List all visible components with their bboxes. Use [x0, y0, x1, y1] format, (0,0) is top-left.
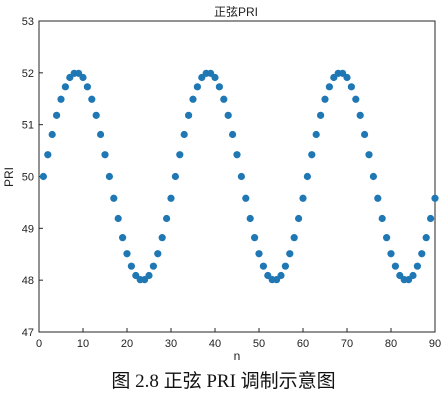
- data-point: [114, 214, 122, 223]
- data-point: [427, 214, 435, 223]
- data-point: [233, 151, 241, 159]
- y-axis-ticks: 47 48 49 50 51 52 53: [22, 16, 43, 339]
- data-point: [369, 172, 377, 181]
- data-point: [325, 83, 333, 91]
- data-point: [303, 172, 311, 181]
- data-point: [180, 130, 188, 139]
- data-point: [185, 111, 193, 119]
- data-point: [391, 262, 399, 270]
- data-point: [88, 95, 96, 103]
- data-point: [127, 262, 135, 270]
- data-point: [321, 95, 329, 103]
- data-point: [220, 95, 228, 103]
- data-point: [259, 262, 267, 270]
- x-tick-label: 50: [253, 338, 265, 350]
- y-tick-label: 53: [22, 16, 34, 28]
- data-point: [308, 151, 316, 159]
- data-point: [255, 250, 263, 258]
- data-point: [176, 151, 184, 159]
- x-tick-label: 20: [121, 338, 133, 350]
- data-point: [431, 194, 439, 202]
- x-tick-label: 0: [36, 338, 42, 350]
- data-point: [229, 130, 237, 139]
- x-tick-label: 70: [341, 338, 353, 350]
- y-tick-label: 49: [22, 223, 34, 235]
- data-point: [352, 95, 360, 103]
- data-point: [154, 250, 162, 258]
- x-tick-label: 40: [209, 338, 221, 350]
- y-tick-label: 51: [22, 120, 34, 132]
- data-point: [39, 172, 48, 181]
- data-point: [383, 234, 391, 242]
- x-tick-label: 90: [429, 338, 441, 350]
- data-point: [237, 172, 245, 181]
- data-point: [83, 83, 91, 91]
- data-point: [356, 111, 364, 119]
- data-point: [409, 271, 417, 280]
- data-point: [312, 130, 320, 139]
- data-point: [44, 151, 52, 159]
- data-point: [277, 271, 285, 280]
- data-point: [61, 83, 69, 91]
- data-point: [387, 250, 395, 258]
- y-tick-label: 52: [22, 68, 34, 80]
- data-point: [295, 214, 303, 223]
- data-point: [251, 234, 259, 242]
- data-point: [171, 172, 179, 181]
- data-point: [105, 172, 113, 181]
- data-point: [163, 214, 171, 223]
- data-point: [347, 83, 355, 91]
- x-tick-label: 80: [385, 338, 397, 350]
- data-point: [224, 111, 232, 119]
- data-point: [211, 73, 219, 82]
- x-tick-label: 30: [165, 338, 177, 350]
- data-point: [299, 194, 307, 202]
- data-point: [167, 194, 175, 202]
- data-point: [281, 262, 289, 270]
- data-point: [123, 250, 131, 258]
- data-point: [286, 250, 294, 258]
- data-point: [361, 130, 369, 139]
- data-point: [246, 214, 254, 223]
- data-point: [343, 73, 351, 82]
- data-point: [53, 111, 61, 119]
- data-point: [317, 111, 325, 119]
- x-tick-label: 10: [77, 338, 89, 350]
- data-point: [189, 95, 197, 103]
- data-point: [413, 262, 421, 270]
- data-point: [48, 130, 56, 139]
- data-point: [290, 234, 298, 242]
- data-point: [374, 194, 382, 202]
- data-point: [101, 151, 109, 159]
- data-point: [145, 271, 153, 280]
- data-point: [193, 83, 201, 91]
- data-point: [110, 194, 118, 202]
- y-tick-label: 47: [22, 327, 34, 339]
- x-tick-label: 60: [297, 338, 309, 350]
- x-axis-label: n: [234, 349, 241, 363]
- data-point: [422, 234, 430, 242]
- data-point: [215, 83, 223, 91]
- data-point: [57, 95, 65, 103]
- data-point: [365, 151, 373, 159]
- data-point: [242, 194, 250, 202]
- data-point: [378, 214, 386, 223]
- y-tick-label: 50: [22, 172, 34, 184]
- data-points: [39, 69, 439, 284]
- data-point: [119, 234, 127, 242]
- y-axis-label: PRI: [2, 167, 16, 187]
- data-point: [97, 130, 105, 139]
- y-tick-label: 48: [22, 275, 34, 287]
- data-point: [149, 262, 157, 270]
- data-point: [418, 250, 426, 258]
- data-point: [79, 73, 87, 82]
- data-point: [158, 234, 166, 242]
- chart-title: 正弦PRI: [214, 4, 258, 19]
- figure-caption: 图 2.8 正弦 PRI 调制示意图: [111, 371, 336, 392]
- data-point: [92, 111, 100, 119]
- x-axis-ticks: 0 10 20 30 40 50 60 70 80 90: [36, 328, 441, 350]
